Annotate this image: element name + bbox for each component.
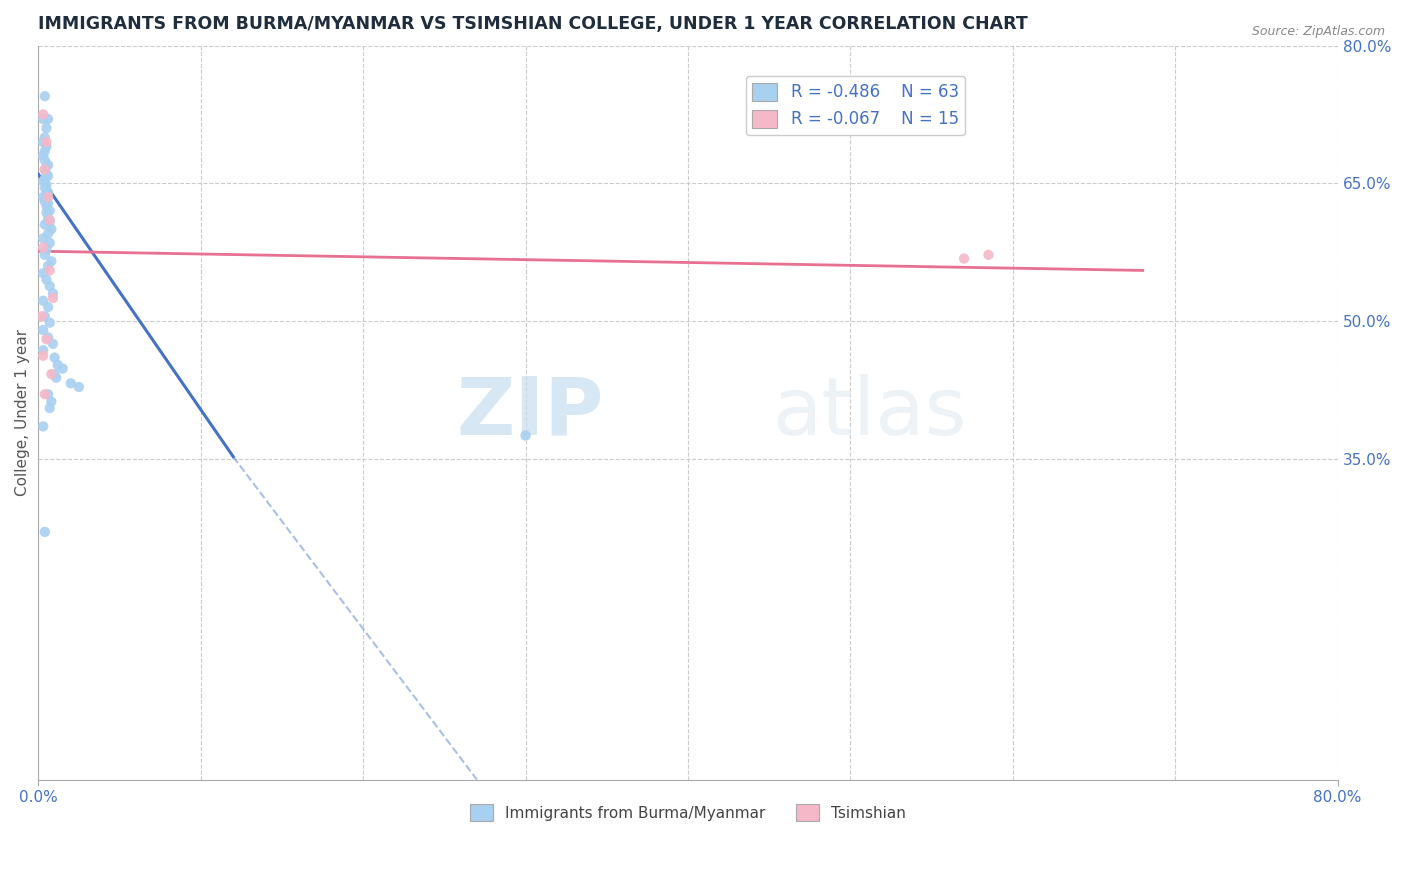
Point [34, 387, 56, 401]
Point [37, 387, 59, 401]
Point [35, 332, 58, 346]
Point [35, 187, 58, 202]
Point [32, 419, 55, 434]
Point [44, 351, 66, 365]
Point [34, 171, 56, 186]
Point [977, 248, 1000, 262]
Text: atlas: atlas [772, 374, 967, 451]
Point [34, 153, 56, 168]
Point [35, 139, 58, 153]
Point [37, 112, 59, 126]
Point [515, 428, 537, 442]
Text: Source: ZipAtlas.com: Source: ZipAtlas.com [1251, 25, 1385, 38]
Point [41, 367, 63, 381]
Point [42, 336, 65, 351]
Point [38, 316, 60, 330]
Point [37, 169, 59, 183]
Point [45, 371, 67, 385]
Point [42, 286, 65, 301]
Point [35, 121, 58, 136]
Point [34, 144, 56, 158]
Point [44, 367, 66, 381]
Point [32, 107, 55, 121]
Point [38, 215, 60, 229]
Point [37, 158, 59, 172]
Point [37, 330, 59, 344]
Point [38, 203, 60, 218]
Point [32, 174, 55, 188]
Point [35, 199, 58, 213]
Point [32, 135, 55, 149]
Point [31, 310, 53, 324]
Point [46, 358, 69, 372]
Point [59, 376, 82, 391]
Point [37, 196, 59, 211]
Point [38, 263, 60, 277]
Point [38, 213, 60, 227]
Point [35, 135, 58, 149]
Point [34, 162, 56, 177]
Point [32, 112, 55, 126]
Point [41, 254, 63, 268]
Point [32, 266, 55, 280]
Point [35, 178, 58, 193]
Point [67, 380, 90, 394]
Point [52, 361, 75, 376]
Point [35, 167, 58, 181]
Point [41, 222, 63, 236]
Text: ZIP: ZIP [457, 374, 603, 451]
Point [32, 240, 55, 254]
Point [34, 162, 56, 177]
Text: IMMIGRANTS FROM BURMA/MYANMAR VS TSIMSHIAN COLLEGE, UNDER 1 YEAR CORRELATION CHA: IMMIGRANTS FROM BURMA/MYANMAR VS TSIMSHI… [38, 15, 1028, 33]
Point [34, 310, 56, 324]
Point [34, 524, 56, 539]
Point [35, 205, 58, 219]
Point [38, 401, 60, 415]
Point [32, 323, 55, 337]
Point [32, 149, 55, 163]
Point [32, 343, 55, 358]
Point [32, 231, 55, 245]
Y-axis label: College, Under 1 year: College, Under 1 year [15, 329, 30, 496]
Point [37, 300, 59, 314]
Point [37, 190, 59, 204]
Legend: Immigrants from Burma/Myanmar, Tsimshian: Immigrants from Burma/Myanmar, Tsimshian [464, 798, 912, 827]
Point [41, 394, 63, 409]
Point [35, 160, 58, 174]
Point [37, 211, 59, 226]
Point [38, 279, 60, 293]
Point [34, 130, 56, 145]
Point [32, 293, 55, 308]
Point [34, 181, 56, 195]
Point [37, 186, 59, 200]
Point [37, 259, 59, 273]
Point [34, 89, 56, 103]
Point [34, 218, 56, 232]
Point [34, 194, 56, 209]
Point [32, 349, 55, 363]
Point [35, 243, 58, 257]
Point [35, 272, 58, 286]
Point [953, 252, 976, 266]
Point [38, 235, 60, 250]
Point [32, 190, 55, 204]
Point [34, 248, 56, 262]
Point [37, 227, 59, 241]
Point [42, 291, 65, 305]
